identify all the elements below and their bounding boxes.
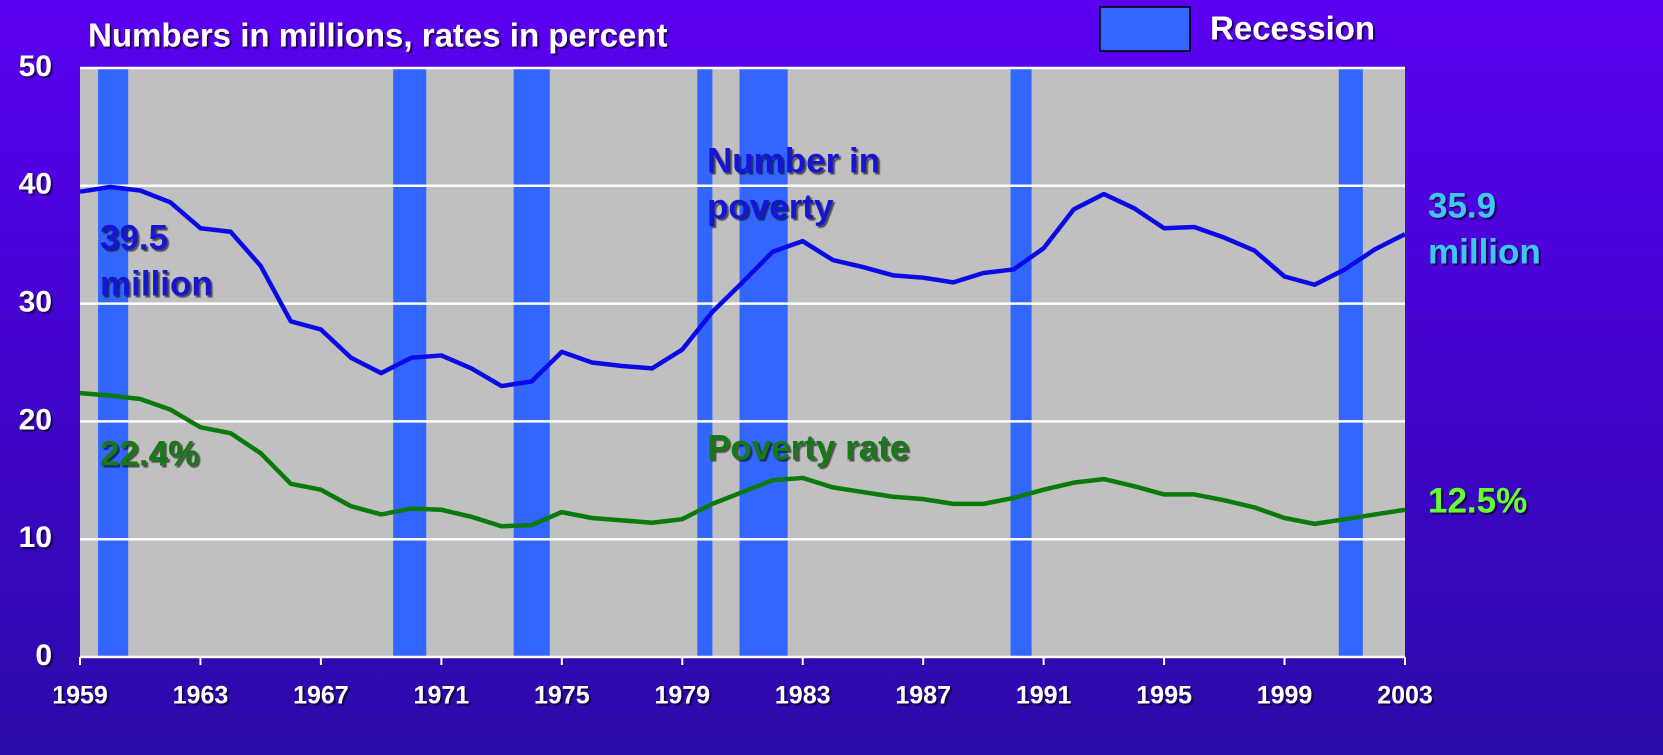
recession-band [1338, 68, 1363, 657]
chart-title: Numbers in millions, rates in percent [88, 17, 667, 54]
series-line [79, 390, 1406, 529]
annotation: million [1428, 232, 1541, 271]
x-tick-label: 1967 [293, 682, 349, 710]
x-tick-label: 1979 [654, 682, 710, 710]
annotation: poverty [707, 187, 834, 226]
y-tick-label: 0 [35, 639, 52, 672]
x-tick-label: 1971 [414, 682, 470, 710]
recession-band [98, 68, 129, 657]
y-tick-label: 10 [19, 521, 52, 554]
annotation: 22.4% [100, 434, 199, 473]
x-tick-label: 1991 [1016, 682, 1072, 710]
y-tick-label: 50 [19, 50, 52, 83]
recession-band [1010, 68, 1032, 657]
annotation: million [100, 264, 213, 303]
legend-swatch [1099, 6, 1191, 52]
x-tick-label: 1995 [1136, 682, 1192, 710]
y-tick-label: 30 [19, 286, 52, 319]
x-tick-label: 2003 [1377, 682, 1433, 710]
recession-band [739, 68, 788, 657]
y-tick-label: 20 [19, 403, 52, 436]
annotation: Poverty rate [707, 428, 909, 467]
series-line [79, 184, 1407, 389]
x-tick-label: 1999 [1257, 682, 1313, 710]
annotation: 12.5% [1428, 481, 1527, 520]
y-tick-label: 40 [19, 168, 52, 201]
recession-band [513, 68, 550, 657]
legend-label: Recession [1210, 10, 1375, 47]
x-tick-label: 1975 [534, 682, 590, 710]
x-tick-label: 1983 [775, 682, 831, 710]
x-tick-label: 1987 [895, 682, 951, 710]
annotation: Number in [707, 141, 880, 180]
x-tick-label: 1963 [173, 682, 229, 710]
x-tick-label: 1959 [52, 682, 108, 710]
annotation: 39.5 [100, 218, 168, 257]
annotation: 35.9 [1428, 186, 1496, 225]
